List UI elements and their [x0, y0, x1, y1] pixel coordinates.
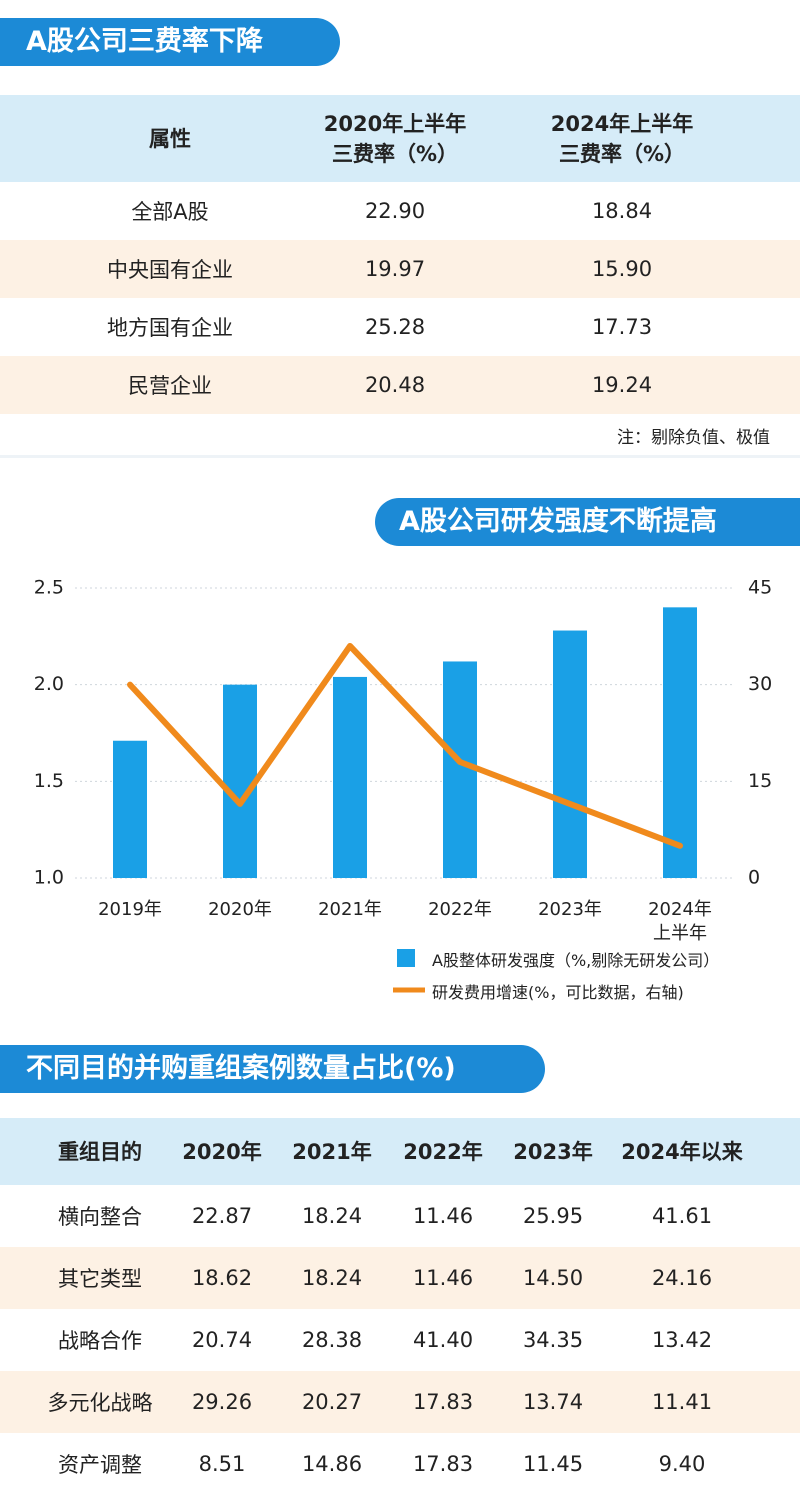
- x-tick-label: 2021年: [318, 899, 382, 920]
- table-cell: 11.46: [412, 1204, 474, 1228]
- table-row: [0, 182, 800, 240]
- table-cell: 战略合作: [58, 1329, 142, 1353]
- y2-tick-label: 0: [748, 867, 760, 889]
- table-cell: 18.62: [191, 1266, 253, 1290]
- table-row: [0, 298, 800, 356]
- section-title: A股公司三费率下降: [0, 18, 340, 66]
- table-cell: 9.40: [658, 1452, 706, 1476]
- y2-tick-label: 30: [748, 673, 772, 695]
- table-cell: 25.95: [522, 1204, 584, 1228]
- table-cell: 17.83: [412, 1390, 474, 1414]
- table-cell: 24.16: [651, 1266, 713, 1290]
- table-cell: 横向整合: [58, 1205, 142, 1229]
- x-tick-label: 2019年: [98, 899, 162, 920]
- table-cell: 18.24: [301, 1204, 363, 1228]
- table-cell: 民营企业: [128, 374, 212, 398]
- bar: [333, 676, 367, 878]
- line: [127, 643, 683, 849]
- table-cell: 17.83: [412, 1452, 474, 1476]
- bar: [553, 630, 587, 878]
- table-cell: 29.26: [191, 1390, 253, 1414]
- header-cell: 2021年: [292, 1139, 372, 1164]
- table-cell: 17.73: [591, 315, 653, 339]
- table-cell: 41.40: [412, 1328, 474, 1352]
- table-cell: 8.51: [198, 1452, 246, 1476]
- y-tick-label: 1.0: [34, 867, 64, 889]
- table-row: [0, 1371, 800, 1433]
- x-tick-label: 2020年: [208, 899, 272, 920]
- legend-label: 研发费用增速(%，可比数据，右轴): [432, 983, 684, 1002]
- table-cell: 41.61: [651, 1204, 713, 1228]
- table-cell: 28.38: [301, 1328, 363, 1352]
- table-cell: 11.41: [651, 1390, 713, 1414]
- table-cell: 20.27: [301, 1390, 363, 1414]
- x-tick-label: 2023年: [538, 899, 602, 920]
- section-title: 不同目的并购重组案例数量占比(%): [0, 1045, 545, 1093]
- bar: [223, 684, 257, 878]
- table-cell: 20.48: [364, 373, 426, 397]
- table-cell: 18.24: [301, 1266, 363, 1290]
- header-cell: 2024年以来: [621, 1139, 743, 1164]
- x-tick-label: 2024年上半年: [648, 899, 712, 944]
- table-row: [0, 1309, 800, 1371]
- table-cell: 14.50: [522, 1266, 584, 1290]
- y-tick-label: 1.5: [34, 770, 64, 792]
- table-header-bg: [0, 95, 800, 182]
- table-cell: 20.74: [191, 1328, 253, 1352]
- table-cell: 11.46: [412, 1266, 474, 1290]
- bar: [443, 661, 477, 878]
- table-cell: 中央国有企业: [107, 258, 233, 282]
- table-row: [0, 1433, 800, 1495]
- header-cell: 2020年: [182, 1139, 262, 1164]
- table-row: [0, 1185, 800, 1247]
- y2-tick-label: 15: [748, 770, 772, 792]
- chart: 1.0 1.5 2.0 2.5 0 15 30 45: [34, 577, 772, 993]
- table-cell: 22.90: [364, 199, 426, 223]
- header-cell: 2023年: [513, 1139, 593, 1164]
- y-tick-label: 2.0: [34, 673, 64, 695]
- divider: [0, 455, 800, 458]
- table-cell: 13.42: [651, 1328, 713, 1352]
- table-row: [0, 356, 800, 414]
- table-cell: 全部A股: [131, 200, 209, 224]
- table-cell: 其它类型: [58, 1267, 142, 1291]
- table-cell: 18.84: [591, 199, 653, 223]
- y-tick-label: 2.5: [34, 577, 64, 599]
- table-cell: 19.97: [364, 257, 426, 281]
- table-row: [0, 240, 800, 298]
- table-cell: 25.28: [364, 315, 426, 339]
- chart-title: A股公司研发强度不断提高: [375, 498, 800, 546]
- table-cell: 多元化战略: [47, 1391, 153, 1415]
- table-cell: 14.86: [301, 1452, 363, 1476]
- bar: [113, 740, 147, 878]
- legend-label: A股整体研发强度（%,剔除无研发公司）: [432, 951, 720, 970]
- bar: [663, 607, 697, 878]
- table-cell: 34.35: [522, 1328, 584, 1352]
- table-cell: 地方国有企业: [107, 316, 233, 340]
- table-cell: 11.45: [522, 1452, 584, 1476]
- table-cell: 13.74: [522, 1390, 584, 1414]
- table-row: [0, 1247, 800, 1309]
- legend-swatch: [397, 949, 415, 967]
- table-header-bg: [0, 1118, 800, 1185]
- header-cell: 2022年: [403, 1139, 483, 1164]
- table-cell: 22.87: [191, 1204, 253, 1228]
- y2-tick-label: 45: [748, 577, 772, 599]
- table-note: 注：剔除负值、极值: [617, 428, 770, 448]
- table-cell: 15.90: [591, 257, 653, 281]
- x-tick-label: 2022年: [428, 899, 492, 920]
- table-cell: 19.24: [591, 373, 653, 397]
- header-cell: 2024年上半年 三费率（%）: [550, 111, 694, 166]
- table-cell: 资产调整: [58, 1453, 142, 1477]
- header-cell: 重组目的: [58, 1139, 142, 1164]
- header-cell: 属性: [149, 126, 191, 151]
- header-cell: 2020年上半年 三费率（%）: [323, 111, 467, 166]
